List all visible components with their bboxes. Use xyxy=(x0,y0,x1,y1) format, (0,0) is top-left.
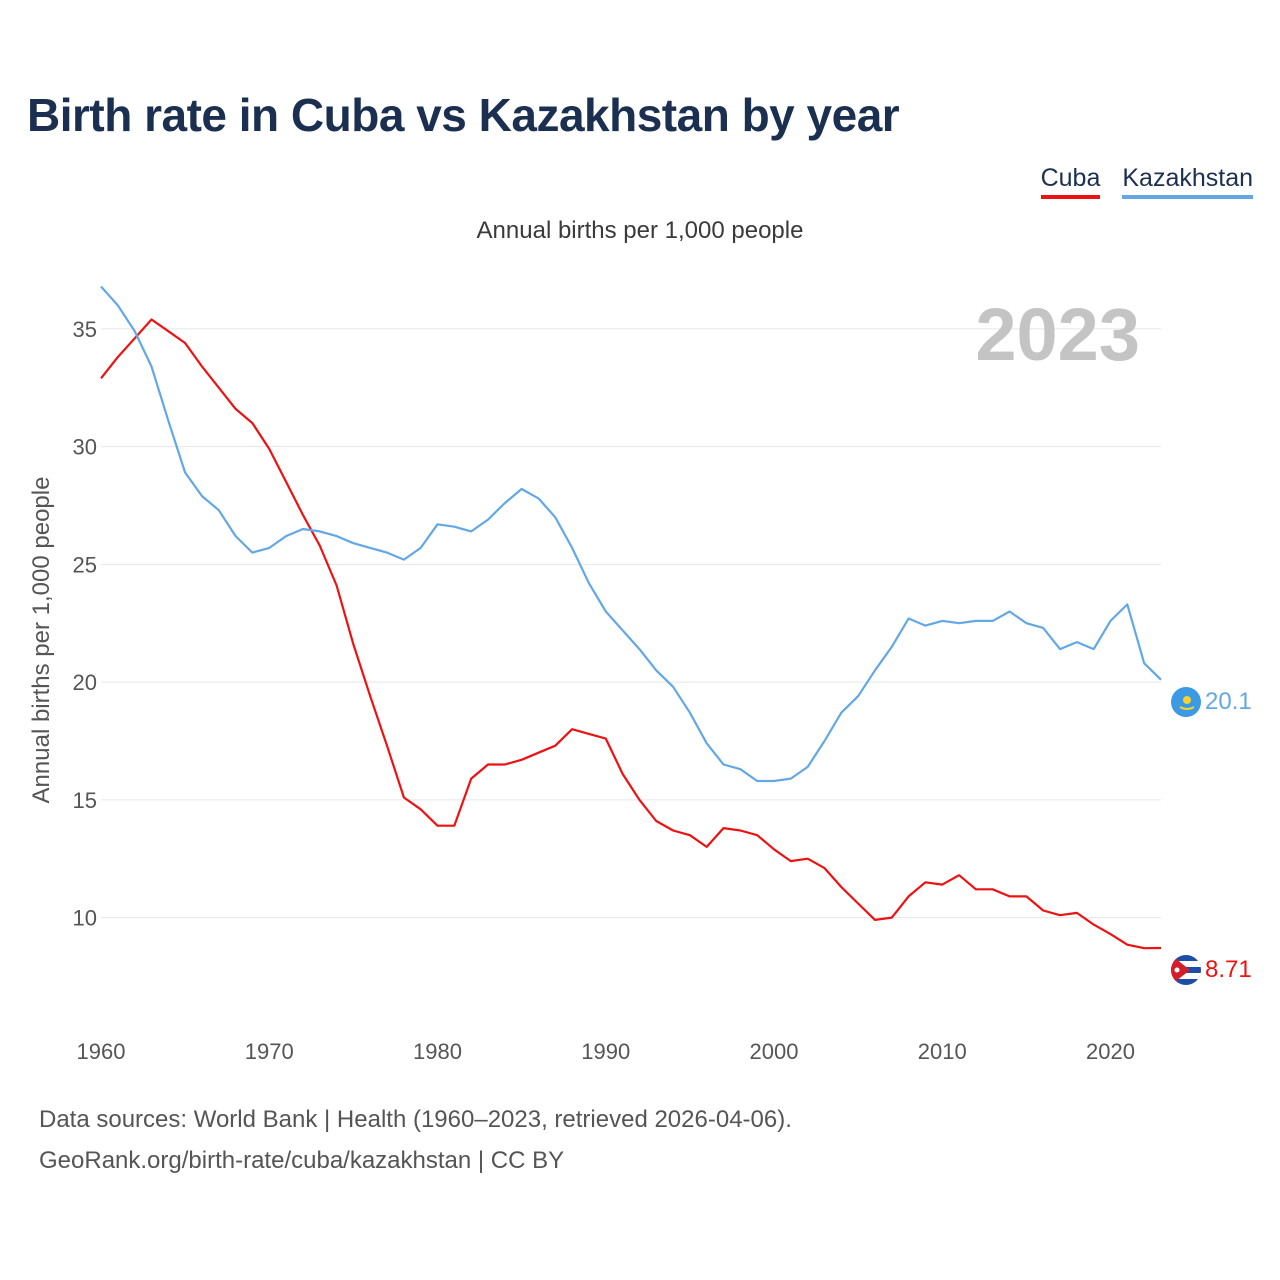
y-tick-label: 10 xyxy=(73,906,97,931)
y-tick-label: 30 xyxy=(73,435,97,460)
x-tick-label: 1990 xyxy=(581,1039,630,1064)
y-tick-label: 35 xyxy=(73,317,97,342)
x-tick-label: 2000 xyxy=(750,1039,799,1064)
chart-subtitle: Annual births per 1,000 people xyxy=(476,217,804,244)
x-tick-label: 1980 xyxy=(413,1039,462,1064)
year-watermark: 2023 xyxy=(975,293,1140,376)
source-line-1: Data sources: World Bank | Health (1960–… xyxy=(39,1106,792,1133)
end-label-cuba: 8.71 xyxy=(1205,956,1252,983)
gridlines xyxy=(101,328,1161,919)
x-tick-label: 1960 xyxy=(77,1039,126,1064)
end-label-kazakhstan: 20.1 xyxy=(1205,688,1252,715)
y-axis-ticks: 10 15 20 25 30 35 xyxy=(73,317,97,931)
y-tick-label: 25 xyxy=(73,552,97,577)
x-tick-label: 2010 xyxy=(918,1039,967,1064)
series-line-kazakhstan[interactable] xyxy=(100,285,1162,783)
chart-title: Birth rate in Cuba vs Kazakhstan by year xyxy=(27,89,900,141)
series-lines xyxy=(100,285,1162,950)
legend-item-cuba[interactable]: Cuba xyxy=(1040,164,1101,199)
series-line-cuba[interactable] xyxy=(100,318,1162,950)
legend-item-kazakhstan[interactable]: Kazakhstan xyxy=(1122,164,1253,199)
kazakhstan-flag-icon xyxy=(1171,687,1201,717)
cuba-flag-icon xyxy=(1171,955,1201,985)
x-axis-ticks: 1960 1970 1980 1990 2000 2010 2020 xyxy=(77,1039,1135,1064)
y-tick-label: 15 xyxy=(73,788,97,813)
y-tick-label: 20 xyxy=(73,670,97,695)
x-tick-label: 2020 xyxy=(1086,1039,1135,1064)
source-line-2[interactable]: GeoRank.org/birth-rate/cuba/kazakhstan |… xyxy=(39,1147,565,1174)
legend: Cuba Kazakhstan xyxy=(1040,164,1253,199)
x-tick-label: 1970 xyxy=(245,1039,294,1064)
